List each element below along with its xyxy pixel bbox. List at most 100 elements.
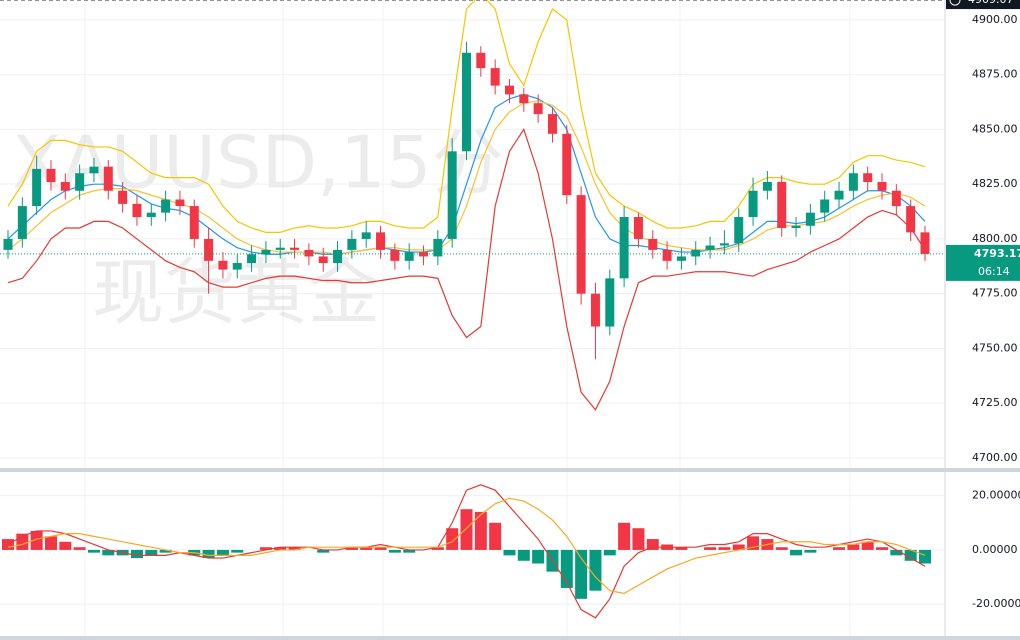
candle-body <box>662 249 672 261</box>
histogram-bar <box>804 549 817 553</box>
histogram-bar <box>202 549 215 559</box>
candle-body <box>777 181 787 228</box>
histogram-bar <box>431 547 444 550</box>
histogram-bar <box>847 544 860 550</box>
candle-body <box>576 195 586 294</box>
indicator-line <box>7 128 926 411</box>
candle-body <box>633 217 643 239</box>
candle-body <box>476 52 486 69</box>
y-tick-label: 4775.00 <box>972 287 1018 300</box>
candle-body <box>275 247 285 250</box>
histogram-bar <box>876 547 889 550</box>
histogram-bar <box>675 547 688 550</box>
candle-body <box>719 243 729 246</box>
candle-body <box>519 94 529 104</box>
y-tick-label: 4900.00 <box>972 13 1018 26</box>
candle-body <box>447 151 457 239</box>
histogram-bar <box>532 549 545 564</box>
candle-body <box>60 181 70 191</box>
candle-body <box>533 103 543 115</box>
histogram-bar <box>145 549 158 556</box>
candle-body <box>218 260 228 270</box>
histogram-bar <box>274 547 287 550</box>
candle-body <box>920 232 930 254</box>
histogram-bar <box>732 544 745 550</box>
candle-body <box>103 166 113 191</box>
candle-body <box>46 168 56 182</box>
candle-body <box>361 232 371 239</box>
candle-body <box>32 168 42 207</box>
histogram-bar <box>489 522 502 550</box>
candle-body <box>648 238 658 250</box>
histogram-bar <box>589 549 602 591</box>
candle-body <box>734 217 744 244</box>
histogram-bar <box>317 549 330 553</box>
indicator-line <box>7 93 926 255</box>
y-tick-label: 4800.00 <box>972 232 1018 245</box>
candle-body <box>877 181 887 191</box>
indicator-line <box>7 0 926 233</box>
candle-body <box>204 238 214 261</box>
candle-body <box>705 245 715 250</box>
candle-body <box>3 238 13 250</box>
candle-body <box>118 190 128 204</box>
candle-body <box>504 85 514 95</box>
candle-body <box>433 238 443 257</box>
candle-body <box>376 232 386 250</box>
histogram-bar <box>130 549 143 559</box>
candle-body <box>906 206 916 233</box>
candle-body <box>390 249 400 261</box>
y-tick-label: -20.00000 <box>972 597 1020 610</box>
y-tick-label: 4875.00 <box>972 68 1018 81</box>
histogram-bar <box>59 541 72 550</box>
candle-body <box>318 256 328 264</box>
candle-body <box>676 256 686 261</box>
candle-body <box>132 203 142 218</box>
candle-body <box>89 166 99 174</box>
histogram-bar <box>790 549 803 556</box>
histogram-bar <box>618 522 631 550</box>
y-tick-label: 0.00000 <box>972 543 1018 556</box>
histogram-bar <box>159 549 172 553</box>
histogram-bar <box>632 528 645 550</box>
histogram-bar <box>216 549 229 556</box>
candle-body <box>17 206 27 239</box>
candle-body <box>232 263 242 270</box>
histogram-bar <box>374 547 387 550</box>
histogram-bar <box>30 530 43 550</box>
candle-body <box>748 190 758 218</box>
indicator-line <box>7 100 926 255</box>
histogram-bar <box>345 547 358 550</box>
indicator-line <box>7 497 926 595</box>
candle-body <box>462 52 471 152</box>
histogram-bar <box>288 547 301 550</box>
candle-body <box>261 249 271 255</box>
candle-body <box>863 173 873 182</box>
candle-body <box>146 212 156 218</box>
histogram-bar <box>102 549 115 556</box>
candle-body <box>161 199 171 213</box>
histogram-bar <box>704 547 717 550</box>
histogram-bar <box>919 549 931 564</box>
pane-separator <box>0 468 1020 472</box>
histogram-bar <box>833 547 846 550</box>
histogram-bar <box>360 547 373 550</box>
histogram-bar <box>259 547 272 550</box>
candle-body <box>805 212 815 226</box>
histogram-bar <box>503 549 516 556</box>
histogram-bar <box>904 549 917 561</box>
last-price-label: 4793.17 <box>974 247 1020 260</box>
candle-body <box>290 247 300 250</box>
crosshair-box <box>946 0 1020 10</box>
candle-body <box>619 217 629 279</box>
histogram-bar <box>446 528 459 550</box>
last-price-box <box>946 244 1020 281</box>
candle-body <box>590 293 600 327</box>
vertical-grid <box>84 0 851 636</box>
y-tick-label: 4725.00 <box>972 396 1018 409</box>
histogram-bar <box>87 549 100 553</box>
indicator-line <box>7 484 926 619</box>
histogram-bar <box>603 549 616 556</box>
histogram-bar <box>403 549 416 553</box>
